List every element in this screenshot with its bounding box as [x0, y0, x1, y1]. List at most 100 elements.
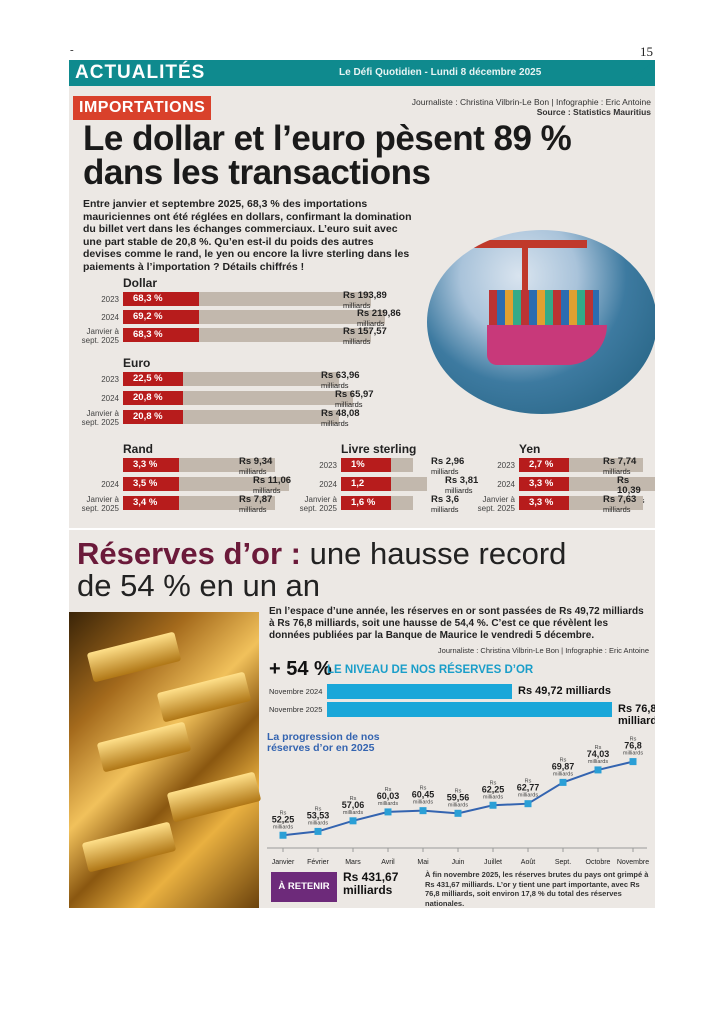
data-label: 69,87 — [552, 761, 575, 771]
credit-journalist: Journaliste : Christina Vilbrin-Le Bon |… — [411, 97, 651, 107]
amount-label: Rs 11,06 milliards — [253, 475, 292, 496]
dateline: Le Défi Quotidien - Lundi 8 décembre 202… — [339, 67, 542, 78]
amount-label: Rs 63,96 milliards — [321, 370, 360, 391]
reserve-bar — [327, 702, 612, 717]
x-tick-label: Juillet — [484, 859, 502, 866]
data-label: 57,06 — [342, 800, 365, 810]
x-tick-label: Juin — [452, 859, 465, 866]
article2-intro: En l’espace d’une année, les réserves en… — [269, 606, 644, 641]
containers — [489, 290, 599, 326]
amount-label: Rs 219,86 milliards — [357, 308, 401, 329]
share-bar: 3,3 % — [519, 477, 569, 491]
amount-bar — [391, 496, 413, 510]
data-label: 62,77 — [517, 783, 540, 793]
amount-label: Rs 48,08 milliards — [321, 408, 360, 429]
value-prefix: Rs — [525, 779, 532, 785]
reserve-bar — [327, 684, 512, 699]
crane-tower — [522, 240, 528, 310]
data-label: 62,25 — [482, 784, 505, 794]
period-label: 2024 — [101, 480, 119, 489]
article1-intro: Entre janvier et septembre 2025, 68,3 % … — [83, 198, 412, 273]
retenir-badge: À RETENIR — [271, 872, 337, 902]
value-unit: milliards — [308, 820, 328, 826]
gold-bar-shape — [81, 821, 177, 873]
currency-title: Rand — [123, 442, 153, 456]
amount-label: Rs 2,96 milliards — [431, 456, 465, 477]
period-label: Janvier à sept. 2025 — [81, 495, 119, 513]
data-label: 74,03 — [587, 749, 610, 759]
data-label: 59,56 — [447, 792, 470, 802]
amount-bar — [391, 458, 413, 472]
headline-line-2: de 54 % en un an — [77, 568, 321, 603]
progression-title: La progression de nos réserves d’or en 2… — [267, 731, 380, 754]
gold-bar-shape — [156, 671, 252, 723]
value-prefix: Rs — [490, 780, 497, 786]
x-tick-label: Février — [307, 859, 329, 866]
page-number: 15 — [640, 44, 653, 59]
period-label: Janvier à sept. 2025 — [477, 495, 515, 513]
amount-label: Rs 157,57 milliards — [343, 326, 387, 347]
share-bar: 1,6 % — [341, 496, 391, 510]
x-tick-label: Avril — [381, 859, 395, 866]
amount-bar — [199, 310, 385, 324]
article-tag: IMPORTATIONS — [73, 96, 212, 120]
headline-rest: une hausse record — [301, 536, 567, 571]
value-prefix: Rs — [455, 788, 462, 794]
ship-hull — [487, 325, 607, 365]
amount-bar — [183, 372, 339, 386]
data-point — [594, 766, 602, 774]
amount-bar — [179, 458, 275, 472]
value-unit: milliards — [343, 810, 363, 816]
amount-bar — [569, 458, 643, 472]
value-unit: milliards — [448, 802, 468, 808]
amount-label: Rs 3,6 milliards — [431, 494, 459, 515]
currency-title: Dollar — [123, 276, 158, 290]
reserve-value: Rs 76,8 milliards — [618, 703, 655, 727]
amount-bar — [391, 477, 427, 491]
reserve-period: Novembre 2024 — [269, 687, 323, 696]
headline-bold: Réserves d’or : — [77, 536, 301, 571]
amount-bar — [199, 328, 371, 342]
gold-bar-shape — [86, 631, 182, 683]
data-label: 53,53 — [307, 810, 330, 820]
amount-bar — [183, 410, 339, 424]
amount-bar — [569, 477, 655, 491]
gold-bars-photo — [69, 612, 262, 908]
data-point — [314, 827, 322, 835]
amount-label: Rs 7,63 milliards — [603, 494, 637, 515]
value-unit: milliards — [378, 801, 398, 807]
value-unit: milliards — [553, 771, 573, 777]
currency-title: Livre sterling — [341, 442, 417, 456]
period-label: 2023 — [319, 461, 337, 470]
value-prefix: Rs — [630, 737, 637, 743]
x-tick-label: Sept. — [555, 859, 571, 866]
share-bar: 68,3 % — [123, 292, 199, 306]
data-point — [629, 758, 637, 766]
x-tick-label: Novembre — [617, 859, 649, 866]
share-bar: 68,3 % — [123, 328, 199, 342]
value-prefix: Rs — [280, 810, 287, 816]
amount-label: Rs 7,87 milliards — [239, 494, 273, 515]
share-bar: 1% — [341, 458, 391, 472]
value-unit: milliards — [518, 793, 538, 799]
share-bar: 3,3 % — [519, 496, 569, 510]
value-unit: milliards — [623, 751, 643, 757]
data-point — [384, 808, 392, 816]
article1-headline: Le dollar et l’euro pèsent 89 % dans les… — [83, 121, 643, 190]
value-unit: milliards — [483, 794, 503, 800]
data-point — [454, 809, 462, 817]
currency-title: Yen — [519, 442, 541, 456]
amount-bar — [183, 391, 353, 405]
x-tick-label: Août — [521, 859, 535, 866]
period-label: 2024 — [101, 394, 119, 403]
section-divider — [69, 528, 655, 530]
value-prefix: Rs — [420, 786, 427, 792]
x-tick-label: Mars — [345, 859, 361, 866]
data-label: 52,25 — [272, 814, 295, 824]
period-label: 2023 — [497, 461, 515, 470]
period-label: 2024 — [497, 480, 515, 489]
period-label: Janvier à sept. 2025 — [81, 327, 119, 345]
share-bar: 2,7 % — [519, 458, 569, 472]
data-label: 60,03 — [377, 791, 400, 801]
value-prefix: Rs — [560, 757, 567, 763]
